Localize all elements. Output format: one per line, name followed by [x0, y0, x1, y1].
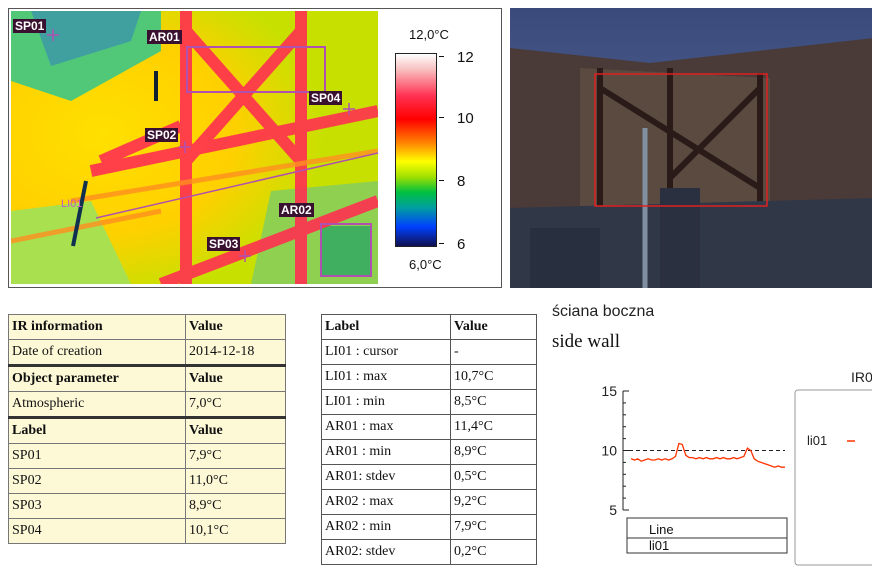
- thermal-image-graphic: [11, 11, 378, 284]
- label-ar01: AR01: [147, 30, 182, 44]
- value-cell: 0,2°C: [450, 539, 537, 565]
- measurement-header-row: Label Value: [321, 314, 537, 340]
- label-cell: LI01 : max: [321, 364, 451, 390]
- ir-info-table: IR information Value Date of creation 2014-…: [8, 314, 286, 544]
- value-cell: 8,9°C: [450, 439, 537, 465]
- visual-photo: [510, 8, 872, 288]
- caption-polish: ściana boczna: [552, 303, 655, 319]
- scale-max-label: 12,0°C: [409, 27, 449, 42]
- ir-info-header-row: Label Value: [8, 416, 286, 444]
- scale-tick: [439, 56, 444, 57]
- measurement-table: Label Value LI01 : cursor - LI01 : max 10,7°C…: [321, 314, 537, 565]
- label-cell: AR02 : max: [321, 489, 451, 515]
- scale-min-label: 6,0°C: [409, 257, 442, 272]
- label-cell: AR01: stdev: [321, 464, 451, 490]
- value-cell: 8,5°C: [450, 389, 537, 415]
- measurement-row: AR02 : max 9,2°C: [321, 489, 537, 515]
- label-cell: AR02 : min: [321, 514, 451, 540]
- label-sp04: SP04: [309, 91, 343, 105]
- label-cell: LI01 : cursor: [321, 339, 451, 365]
- ir-info-row: SP01 7,9°C: [8, 443, 286, 469]
- value-cell: 9,2°C: [450, 489, 537, 515]
- right-panel-box: [794, 389, 872, 566]
- legend-item: li01: [649, 538, 669, 553]
- value-cell: 10,7°C: [450, 364, 537, 390]
- scale-tick-label: 8: [457, 173, 466, 190]
- ir-info-row: SP04 10,1°C: [8, 518, 286, 544]
- y-tick-label: 10: [601, 443, 617, 459]
- y-tick-label: 15: [601, 383, 617, 399]
- measurement-row: AR01 : max 11,4°C: [321, 414, 537, 440]
- thermal-image-panel: SP01 AR01 SP04 SP02 LI01 AR02 SP03 12,0°…: [8, 8, 502, 288]
- value-cell: 7,0°C: [185, 391, 286, 418]
- label-cell: Object parameter: [8, 364, 186, 392]
- label-cell: SP04: [8, 518, 186, 544]
- measurement-row: AR01 : min 8,9°C: [321, 439, 537, 465]
- measurement-row: AR02: stdev 0,2°C: [321, 539, 537, 565]
- legend-box: [626, 517, 788, 554]
- label-cell: SP01: [8, 443, 186, 469]
- label-cell: LI01 : min: [321, 389, 451, 415]
- value-cell: 0,5°C: [450, 464, 537, 490]
- label-cell: IR information: [8, 314, 186, 340]
- label-li01: LI01: [61, 198, 83, 210]
- label-cell: AR01 : max: [321, 414, 451, 440]
- color-scale-bar: [395, 53, 437, 247]
- measurement-row: AR02 : min 7,9°C: [321, 514, 537, 540]
- scale-tick-label: 12: [457, 49, 474, 66]
- label-cell: SP02: [8, 468, 186, 494]
- label-cell: Date of creation: [8, 339, 186, 366]
- ir-info-row: SP03 8,9°C: [8, 493, 286, 519]
- ir-info-header-row: IR information Value: [8, 314, 286, 340]
- label-sp02: SP02: [145, 128, 179, 142]
- ir-info-row: Atmospheric 7,0°C: [8, 391, 286, 418]
- value-cell: 7,9°C: [185, 443, 286, 469]
- value-cell: -: [450, 339, 537, 365]
- label-cell: SP03: [8, 493, 186, 519]
- scale-tick-label: 6: [457, 236, 466, 253]
- value-cell: Value: [185, 416, 286, 444]
- label-cell: Atmospheric: [8, 391, 186, 418]
- ir-info-header-row: Object parameter Value: [8, 364, 286, 392]
- label-sp01: SP01: [13, 19, 47, 33]
- label-cell: Label: [8, 416, 186, 444]
- scale-tick: [439, 243, 444, 244]
- thermal-image: SP01 AR01 SP04 SP02 LI01 AR02 SP03: [11, 11, 378, 284]
- legend-header: Line: [649, 522, 674, 537]
- ir-info-row: SP02 11,0°C: [8, 468, 286, 494]
- right-panel-item: li01: [807, 433, 827, 448]
- value-cell: Value: [185, 314, 286, 340]
- label-sp03: SP03: [207, 237, 241, 251]
- label-cell: AR01 : min: [321, 439, 451, 465]
- building-photo-graphic: [510, 8, 872, 288]
- value-cell: 11,0°C: [185, 468, 286, 494]
- label-cell: AR02: stdev: [321, 539, 451, 565]
- scale-tick: [439, 117, 444, 118]
- measurement-row: LI01 : min 8,5°C: [321, 389, 537, 415]
- label-ar02: AR02: [279, 203, 314, 217]
- value-cell: 10,1°C: [185, 518, 286, 544]
- measurement-row: LI01 : max 10,7°C: [321, 364, 537, 390]
- scale-tick: [439, 180, 444, 181]
- value-cell: Value: [185, 364, 286, 392]
- caption-english: side wall: [552, 331, 621, 352]
- measurement-row: AR01: stdev 0,5°C: [321, 464, 537, 490]
- y-tick-label: 5: [609, 502, 617, 518]
- value-cell: Value: [450, 314, 537, 340]
- right-panel-title: IR0: [851, 369, 872, 385]
- measurement-row: LI01 : cursor -: [321, 339, 537, 365]
- value-cell: 11,4°C: [450, 414, 537, 440]
- label-cell: Label: [321, 314, 451, 340]
- value-cell: 2014-12-18: [185, 339, 286, 366]
- scale-tick-label: 10: [457, 110, 474, 127]
- value-cell: 7,9°C: [450, 514, 537, 540]
- ir-info-row: Date of creation 2014-12-18: [8, 339, 286, 366]
- line-profile-chart: 15 10 5 Line li01 IR0 li01: [545, 355, 872, 578]
- value-cell: 8,9°C: [185, 493, 286, 519]
- series-line-li01: [630, 442, 785, 468]
